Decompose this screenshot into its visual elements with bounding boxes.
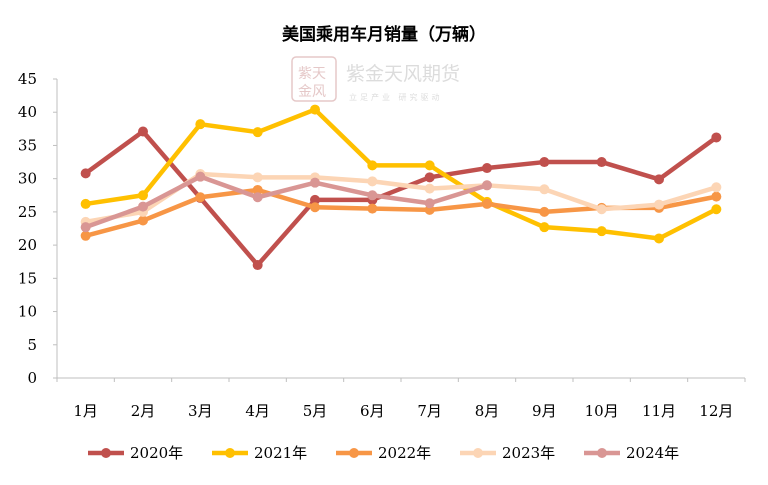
y-tick-label: 20	[18, 236, 37, 254]
y-tick-label: 10	[18, 303, 37, 321]
y-tick-label: 35	[18, 136, 37, 154]
axes: 0 5 10 15 20 25 30 35 40 45 1月 2月 3月 4月 5月 6月 7月 8月 9月 10月 1…	[18, 70, 746, 420]
data-point	[367, 176, 378, 187]
series-1	[80, 126, 722, 271]
data-point	[195, 192, 206, 203]
x-tick-label: 11月	[642, 402, 676, 420]
data-point	[367, 160, 378, 171]
data-point	[80, 198, 91, 209]
data-point	[80, 222, 91, 233]
data-point	[138, 201, 148, 212]
legend-marker	[225, 448, 235, 458]
data-point	[138, 126, 148, 137]
legend-item: 2023年	[460, 444, 555, 462]
data-point	[195, 171, 206, 182]
y-tick-label: 15	[18, 269, 37, 287]
x-tick-label: 9月	[532, 402, 557, 420]
series-line	[83, 187, 719, 239]
legend-item: 2022年	[336, 444, 431, 462]
data-point	[711, 182, 722, 193]
y-tick-label: 40	[18, 103, 37, 121]
legend-label: 2022年	[378, 444, 431, 462]
legend-item: 2020年	[88, 444, 183, 462]
data-point	[482, 163, 492, 174]
series-layer	[80, 104, 722, 271]
data-point	[424, 183, 435, 194]
data-point	[80, 230, 91, 241]
data-point	[424, 172, 435, 183]
watermark-logo	[291, 56, 337, 102]
data-point	[310, 194, 320, 205]
data-point	[711, 204, 722, 215]
y-tick-label: 0	[27, 369, 37, 387]
data-point	[424, 198, 435, 209]
data-point	[654, 199, 664, 210]
data-point	[252, 260, 263, 271]
legend-marker	[473, 448, 483, 458]
data-point	[310, 202, 320, 213]
legend-label: 2024年	[626, 444, 679, 462]
legend: 2020年 2021年 2022年 2023年 2024年	[88, 444, 679, 462]
data-point	[596, 157, 607, 168]
legend-marker	[349, 448, 359, 458]
data-point	[539, 206, 550, 217]
data-point	[482, 198, 492, 209]
chart-title: 美国乘用车月销量（万辆）	[282, 24, 486, 45]
watermark-logo-text: 紫天	[298, 66, 326, 82]
y-tick-label: 30	[18, 170, 37, 188]
x-tick-label: 6月	[360, 402, 385, 420]
data-point	[711, 132, 722, 143]
svg-text:金风: 金风	[298, 84, 326, 100]
legend-item: 2021年	[212, 444, 307, 462]
data-point	[252, 172, 263, 183]
series-5	[80, 171, 492, 233]
data-point	[252, 127, 263, 138]
watermark-name: 紫金天风期货	[346, 63, 460, 85]
data-point	[539, 157, 550, 168]
x-tick-label: 3月	[188, 402, 213, 420]
data-point	[539, 222, 550, 233]
legend-marker	[597, 448, 607, 458]
data-point	[424, 160, 435, 171]
data-point	[367, 190, 378, 201]
legend-label: 2023年	[502, 444, 555, 462]
x-tick-label: 10月	[585, 402, 619, 420]
data-point	[138, 215, 148, 226]
watermark: 紫天 金风 紫金天风期货 立足产业 研究驱动	[291, 56, 460, 102]
x-tick-label: 2月	[131, 402, 156, 420]
series-line	[83, 129, 719, 268]
data-point	[654, 174, 664, 185]
series-line	[83, 107, 719, 241]
data-point	[80, 168, 91, 179]
y-tick-label: 45	[18, 70, 37, 88]
legend-item: 2024年	[584, 444, 679, 462]
series-line	[83, 174, 490, 230]
data-point	[596, 226, 607, 237]
data-point	[138, 190, 148, 201]
legend-label: 2020年	[130, 444, 183, 462]
data-point	[539, 184, 550, 195]
x-tick-label: 4月	[245, 402, 270, 420]
data-point	[252, 192, 263, 203]
y-tick-label: 5	[27, 336, 37, 354]
y-tick-label: 25	[18, 203, 37, 221]
data-point	[195, 119, 206, 130]
x-tick-label: 12月	[699, 402, 733, 420]
data-point	[367, 203, 378, 214]
x-tick-label: 1月	[73, 402, 98, 420]
data-point	[252, 184, 263, 195]
legend-label: 2021年	[254, 444, 307, 462]
watermark-slogan: 立足产业 研究驱动	[349, 92, 443, 102]
data-point	[654, 233, 664, 244]
data-point	[711, 191, 722, 202]
data-point	[310, 104, 320, 115]
data-point	[310, 177, 320, 188]
data-point	[596, 204, 607, 215]
x-tick-label: 8月	[475, 402, 500, 420]
x-tick-label: 5月	[303, 402, 328, 420]
legend-marker	[101, 448, 111, 458]
data-point	[482, 180, 492, 191]
x-tick-label: 7月	[417, 402, 442, 420]
